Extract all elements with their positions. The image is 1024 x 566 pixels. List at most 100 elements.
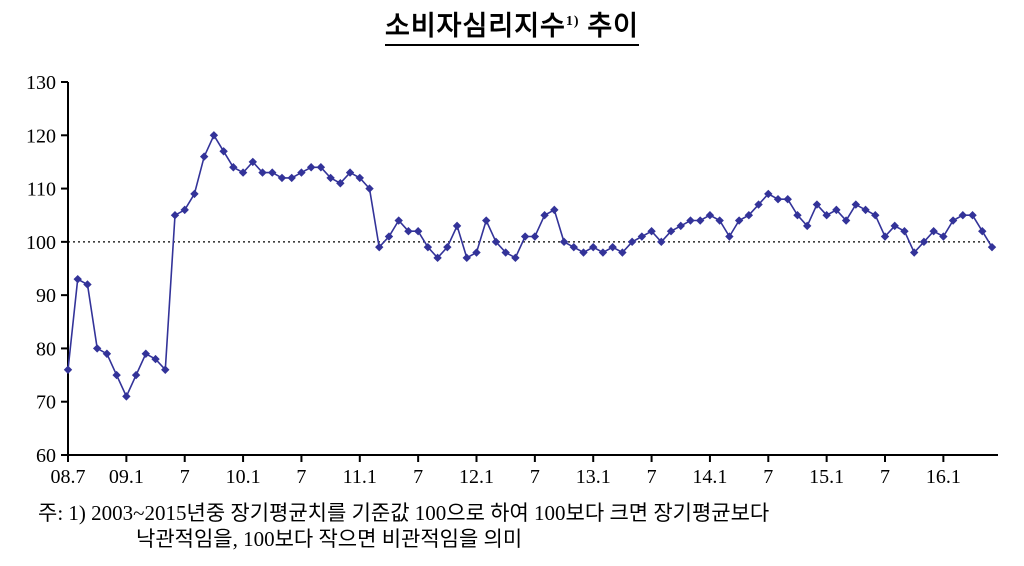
data-point-marker	[209, 131, 219, 140]
data-point-marker	[754, 200, 763, 209]
x-tick-label: 7	[763, 466, 773, 488]
data-point-marker	[530, 232, 540, 241]
data-point-marker	[258, 168, 267, 177]
chart-footnote: 주: 1) 2003~2015년중 장기평균치를 기준값 100으로 하여 10…	[38, 500, 769, 553]
y-tick-label: 60	[36, 445, 56, 467]
series-markers	[63, 131, 997, 401]
x-tick-label: 7	[880, 466, 890, 488]
data-point-marker	[404, 227, 413, 236]
data-point-marker	[598, 248, 608, 257]
data-point-marker	[666, 227, 676, 236]
data-point-marker	[764, 189, 773, 199]
x-tick-label: 16.1	[926, 466, 961, 488]
x-tick-label: 08.7	[51, 466, 86, 488]
x-tick-label: 7	[530, 466, 540, 488]
x-tick-label: 7	[296, 466, 306, 488]
series-line	[67, 133, 993, 399]
x-tick-label: 15.1	[809, 466, 844, 488]
data-point-marker	[822, 211, 831, 220]
line-chart: 60 70 80 90 100 110 120 130 08.7 09.1 7 10.1 7 11.1 7 1…	[26, 72, 998, 488]
data-point-marker	[550, 205, 559, 215]
title-text: 소비자심리지수	[385, 11, 566, 41]
chart-area: 60 70 80 90 100 110 120 130 08.7 09.1 7 10.1 7 11.1 7 1…	[0, 52, 1024, 497]
data-point-marker	[715, 216, 724, 225]
data-point-marker	[482, 216, 491, 225]
data-point-marker	[472, 248, 481, 257]
data-point-marker	[122, 392, 131, 401]
data-point-marker	[900, 227, 909, 236]
data-point-marker	[83, 280, 92, 289]
data-point-marker	[812, 200, 822, 209]
data-point-marker	[783, 195, 792, 204]
data-point-marker	[803, 221, 812, 231]
x-tick-label: 11.1	[343, 466, 377, 488]
data-point-marker	[880, 232, 890, 241]
axes	[67, 82, 998, 456]
x-axis-ticks: 08.7 09.1 7 10.1 7 11.1 7 12.1 7 13.1 7 14.1 7 15.1 7 1…	[51, 455, 961, 488]
data-point-marker	[277, 173, 287, 183]
data-point-marker	[63, 365, 73, 374]
x-tick-label: 13.1	[576, 466, 611, 488]
data-point-marker	[443, 242, 452, 252]
data-point-marker	[316, 163, 326, 172]
x-tick-label: 7	[647, 466, 657, 488]
data-point-marker	[199, 152, 209, 161]
data-point-marker	[355, 173, 364, 183]
data-point-marker	[890, 221, 899, 231]
data-point-marker	[958, 211, 968, 220]
chart-title-underline: 소비자심리지수1) 추이	[385, 4, 639, 46]
data-point-marker	[520, 232, 530, 241]
data-point-marker	[871, 211, 880, 220]
data-point-marker	[345, 168, 355, 177]
data-point-marker	[725, 232, 734, 241]
data-point-marker	[559, 237, 569, 247]
data-point-marker	[326, 173, 335, 183]
data-point-marker	[841, 216, 851, 225]
data-point-marker	[987, 242, 997, 252]
data-point-marker	[793, 211, 802, 220]
x-tick-label: 09.1	[109, 466, 144, 488]
data-point-marker	[141, 349, 151, 358]
data-point-marker	[637, 232, 647, 241]
data-point-marker	[579, 248, 588, 257]
data-point-marker	[618, 248, 627, 257]
data-point-marker	[180, 205, 189, 215]
y-tick-label: 120	[26, 125, 56, 147]
data-point-marker	[744, 211, 754, 220]
data-point-marker	[968, 211, 977, 220]
data-point-marker	[929, 227, 938, 236]
data-point-marker	[413, 227, 423, 236]
data-point-marker	[462, 253, 471, 263]
data-point-marker	[73, 274, 82, 284]
data-point-marker	[190, 189, 199, 199]
y-tick-label: 130	[26, 72, 56, 94]
data-point-marker	[909, 248, 919, 257]
data-point-marker	[268, 168, 277, 177]
title-superscript: 1)	[565, 14, 580, 29]
footnote-line1: 주: 1) 2003~2015년중 장기평균치를 기준값 100으로 하여 10…	[38, 501, 770, 525]
data-point-marker	[540, 211, 549, 220]
x-tick-label: 7	[413, 466, 423, 488]
y-tick-label: 110	[27, 179, 56, 201]
x-tick-label: 14.1	[692, 466, 727, 488]
data-point-marker	[686, 216, 695, 225]
x-tick-label: 12.1	[459, 466, 494, 488]
data-point-marker	[112, 370, 121, 380]
data-point-marker	[452, 221, 462, 231]
footnote-line2: 낙관적임을, 100보다 작으면 비관적임을 의미	[136, 527, 523, 552]
data-point-marker	[238, 168, 248, 177]
data-point-marker	[589, 242, 598, 252]
y-tick-label: 90	[36, 285, 56, 307]
data-point-marker	[102, 349, 112, 358]
x-tick-label: 10.1	[226, 466, 261, 488]
data-point-marker	[676, 221, 685, 231]
data-point-marker	[647, 227, 656, 236]
data-point-marker	[501, 248, 510, 257]
data-point-marker	[394, 216, 403, 225]
data-point-marker	[297, 168, 306, 177]
data-point-marker	[851, 200, 861, 209]
data-point-marker	[423, 242, 433, 252]
data-point-marker	[161, 365, 170, 374]
chart-title: 소비자심리지수1) 추이	[0, 4, 1024, 46]
